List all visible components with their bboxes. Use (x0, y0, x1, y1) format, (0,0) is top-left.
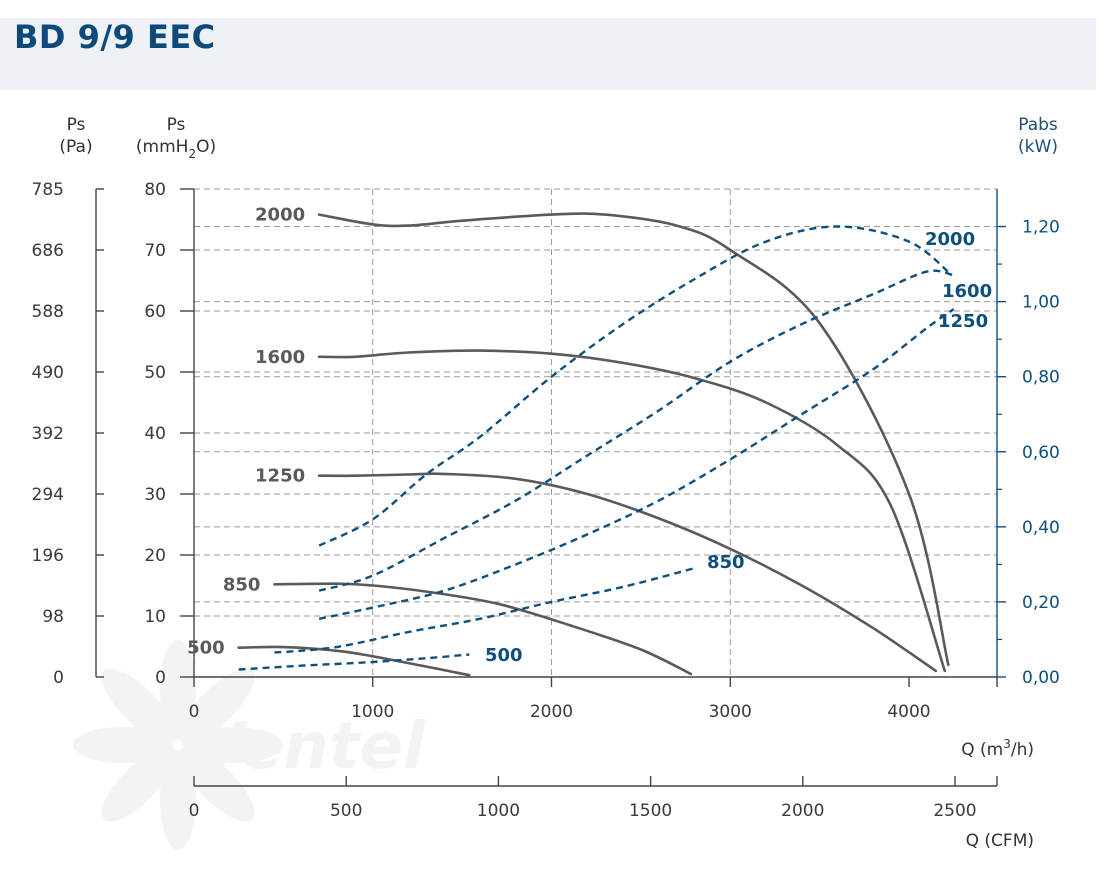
kw-tick-label: 0,40 (1022, 518, 1060, 538)
pa-tick-label: 294 (32, 485, 64, 505)
title-bar (0, 18, 1096, 90)
power-curve-500 (238, 653, 470, 671)
ventel-watermark: Ventel (73, 640, 426, 850)
pa-tick-label: 588 (32, 302, 64, 322)
cfm-tick-label: 0 (189, 801, 200, 821)
mm-tick-label: 10 (144, 607, 166, 627)
pressure-curve-500 (237, 645, 471, 677)
tick-labels: 7856865884903922941969808070605040302010… (32, 180, 1060, 821)
pa-tick-label: 196 (32, 546, 64, 566)
ps-mm-label: Ps (167, 115, 186, 135)
ps-pa-unit: (Pa) (59, 137, 92, 157)
mm-tick-label: 50 (144, 363, 166, 383)
q-tick-label: 4000 (887, 702, 930, 722)
pressure-curve-850 (273, 582, 693, 676)
pressure-curve-2000 (317, 212, 950, 667)
pa-tick-label: 686 (32, 241, 64, 261)
kw-tick-label: 0,00 (1022, 668, 1060, 688)
power-label-1600: 1600 (942, 281, 992, 302)
pressure-curves (237, 212, 950, 677)
pa-tick-label: 392 (32, 424, 64, 444)
kw-tick-label: 0,20 (1022, 593, 1060, 613)
q-tick-label: 0 (189, 702, 200, 722)
q-m3h-label: Q (m3/h) (961, 737, 1034, 760)
cfm-tick-label: 500 (330, 801, 362, 821)
power-curve-1250 (318, 308, 955, 620)
pressure-label-1600: 1600 (255, 347, 305, 368)
power-label-500: 500 (485, 645, 523, 666)
q-tick-label: 2000 (530, 702, 573, 722)
page-title: BD 9/9 EEC (14, 18, 216, 56)
watermark-text: Ventel (195, 710, 426, 784)
pa-tick-label: 0 (53, 668, 64, 688)
kw-tick-label: 0,80 (1022, 368, 1060, 388)
ps-pa-label: Ps (67, 115, 86, 135)
power-label-1250: 1250 (938, 311, 988, 332)
pressure-curve-1250 (317, 472, 938, 673)
mm-tick-label: 30 (144, 485, 166, 505)
power-curve-850 (274, 566, 695, 654)
q-tick-label: 3000 (709, 702, 752, 722)
cfm-tick-label: 2000 (781, 801, 824, 821)
power-curve-1600 (318, 269, 954, 592)
kw-tick-label: 0,60 (1022, 443, 1060, 463)
mm-tick-label: 60 (144, 302, 166, 322)
cfm-tick-label: 1500 (629, 801, 672, 821)
q-m3h-label-sup: 3 (1003, 737, 1011, 751)
mm-tick-label: 40 (144, 424, 166, 444)
q-cfm-label: Q (CFM) (966, 831, 1034, 851)
q-tick-label: 1000 (351, 702, 394, 722)
power-label-850: 850 (707, 552, 745, 573)
ps-mm-unit-sub: 2 (188, 147, 196, 161)
power-curves (238, 225, 955, 671)
pressure-curve-1600 (317, 349, 947, 673)
pa-tick-label: 490 (32, 363, 64, 383)
pressure-label-850: 850 (223, 574, 261, 595)
cfm-tick-label: 1000 (477, 801, 520, 821)
ps-mm-unit-end: O) (196, 137, 216, 157)
kw-tick-label: 1,00 (1022, 293, 1060, 313)
mm-tick-label: 70 (144, 241, 166, 261)
pabs-unit: (kW) (1018, 137, 1058, 157)
series-labels: 2000 1600 1250 850 500 2000 1600 1250 850 500 (187, 205, 992, 666)
q-m3h-label-main: Q (m (961, 740, 1003, 760)
pressure-label-2000: 2000 (255, 205, 305, 226)
mm-tick-label: 20 (144, 546, 166, 566)
pa-tick-label: 98 (42, 607, 64, 627)
mm-tick-label: 0 (155, 668, 166, 688)
q-m3h-label-end: /h) (1011, 740, 1034, 760)
grid (194, 188, 997, 677)
cfm-tick-label: 2500 (933, 801, 976, 821)
pa-tick-label: 785 (32, 180, 64, 200)
ps-mm-unit: (mmH2O) (136, 137, 216, 161)
mm-tick-label: 80 (144, 180, 166, 200)
pressure-label-1250: 1250 (255, 466, 305, 487)
pabs-label: Pabs (1018, 115, 1058, 135)
ps-mm-unit-main: (mmH (136, 137, 189, 157)
kw-tick-label: 1,20 (1022, 218, 1060, 238)
pressure-label-500: 500 (187, 638, 225, 659)
power-curve-2000 (318, 225, 953, 547)
power-label-2000: 2000 (925, 229, 975, 250)
